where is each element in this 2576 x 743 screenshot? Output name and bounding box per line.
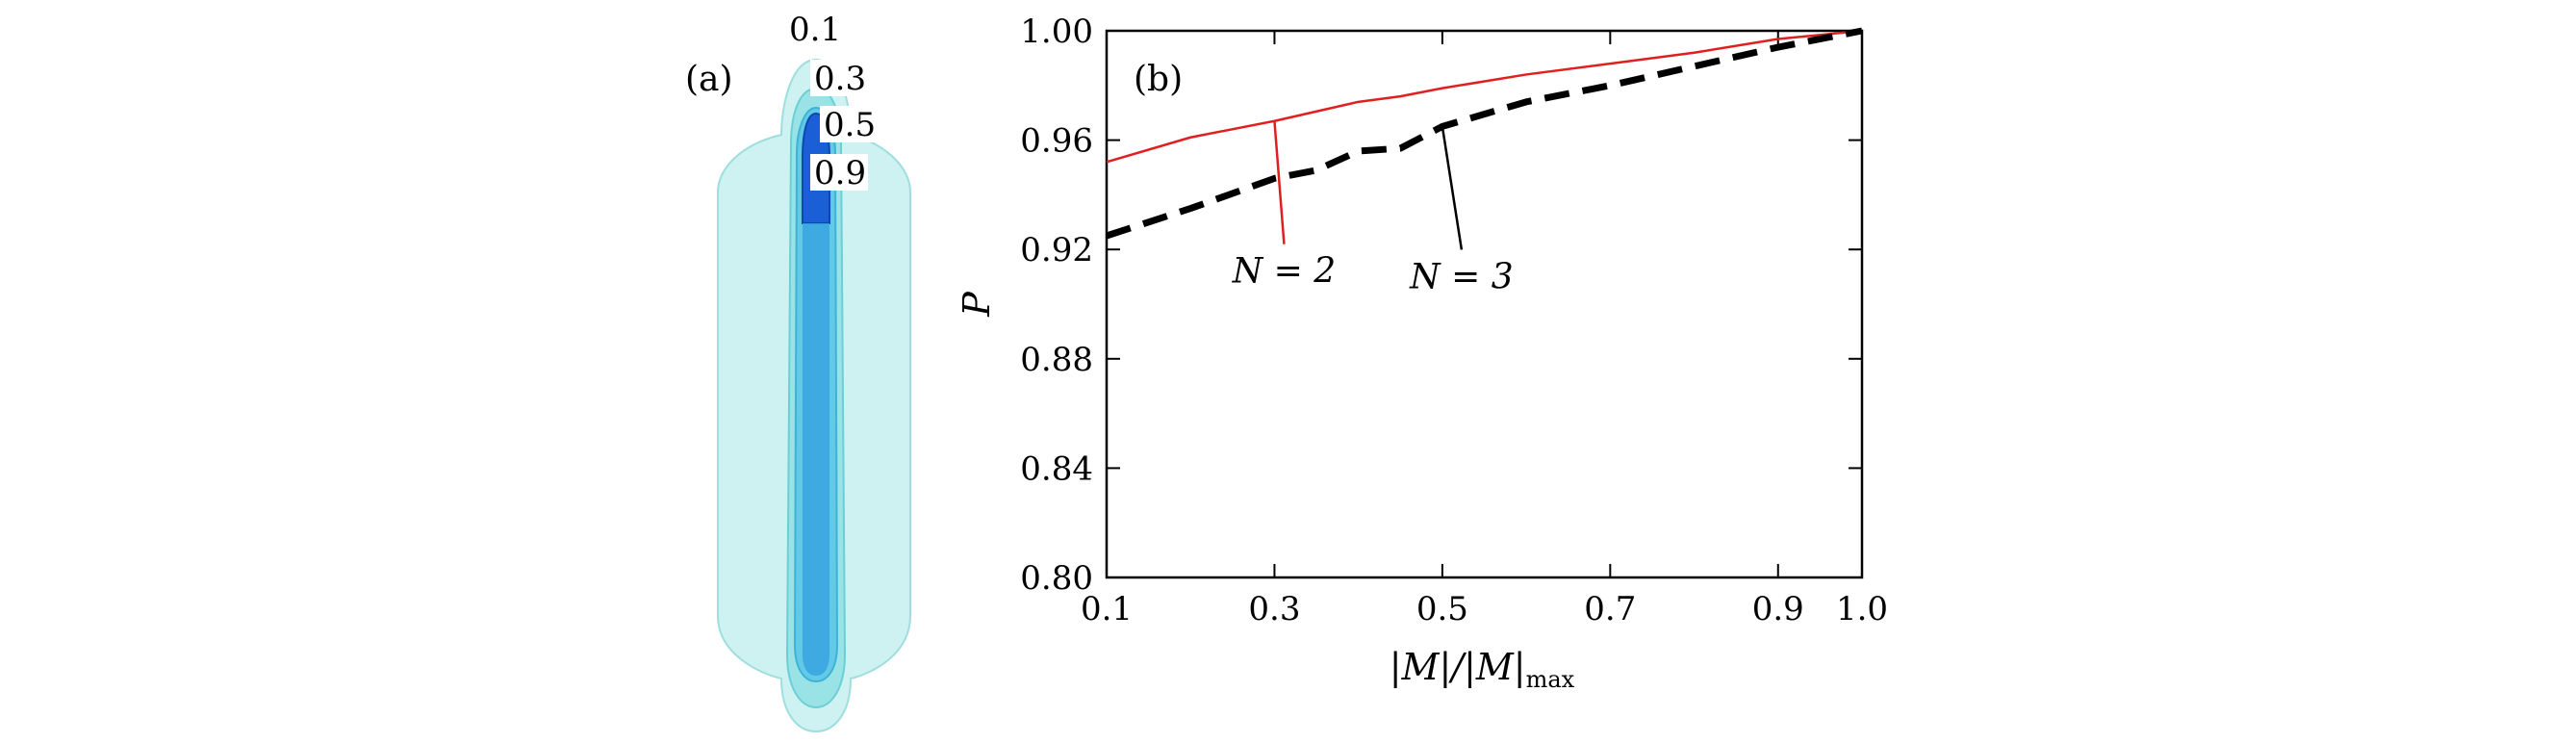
panel-a-isosurface: (a) 0.1 0.3 0.5 0.9 (685, 11, 911, 733)
x-axis-title-subscript: max (1526, 666, 1575, 693)
contour-label-0.9: 0.9 (814, 154, 866, 192)
contour-label-0.1: 0.1 (789, 11, 841, 49)
y-tick-label: 0.88 (1020, 341, 1093, 379)
contour-labels: 0.1 0.3 0.5 0.9 (783, 11, 878, 192)
x-axis-title: |M|/|M|max (1390, 646, 1575, 693)
annotation-label: N = 3 (1409, 257, 1513, 296)
y-tick-label: 1.00 (1020, 13, 1093, 51)
y-tick-label: 0.84 (1020, 449, 1093, 488)
x-tick-label: 0.7 (1584, 590, 1636, 628)
annotation-leader (1441, 126, 1464, 250)
annotations: N = 2 N = 3 (1232, 120, 1514, 296)
annotation-leader (1273, 120, 1286, 244)
contour-label-bg-3 (820, 106, 878, 142)
series-line (1106, 29, 1863, 164)
y-tick-label: 0.96 (1020, 122, 1093, 161)
y-tick-label: 0.92 (1020, 231, 1093, 269)
contour-label-bg-2 (810, 60, 868, 96)
series-layer (1105, 27, 1863, 240)
plot-frame (1105, 29, 1864, 579)
y-axis-title: P (956, 291, 998, 318)
x-axis-title-main: |M|/|M| (1390, 646, 1526, 688)
x-axis: 0.1 0.3 0.5 0.7 0.9 1.0 (1081, 31, 1888, 628)
x-tick-label: 0.5 (1416, 590, 1468, 628)
contour-label-0.3: 0.3 (814, 60, 866, 98)
contour-label-bg-4 (810, 154, 868, 191)
series-line (1105, 27, 1863, 240)
contour-label-bg-1 (783, 12, 841, 48)
panel-b-chart: (b) 0.1 0.3 0.5 0.7 0.9 1.0 0.800.840.880.920… (956, 13, 1888, 693)
inner-core-tube (803, 223, 829, 676)
annotation-label: N = 2 (1232, 252, 1336, 292)
y-tick-label: 0.80 (1020, 559, 1093, 598)
y-axis: 0.80 0.84 0.88 0.92 0.96 1.00 (1020, 13, 1862, 598)
x-tick-label: 0.3 (1248, 590, 1300, 628)
x-tick-label: 1.0 (1836, 590, 1888, 628)
contour-label-0.5: 0.5 (824, 106, 876, 144)
panel-a-label: (a) (685, 60, 733, 99)
panel-b-label: (b) (1134, 60, 1183, 99)
x-tick-label: 0.9 (1752, 590, 1804, 628)
x-tick-label: 0.1 (1081, 590, 1133, 628)
